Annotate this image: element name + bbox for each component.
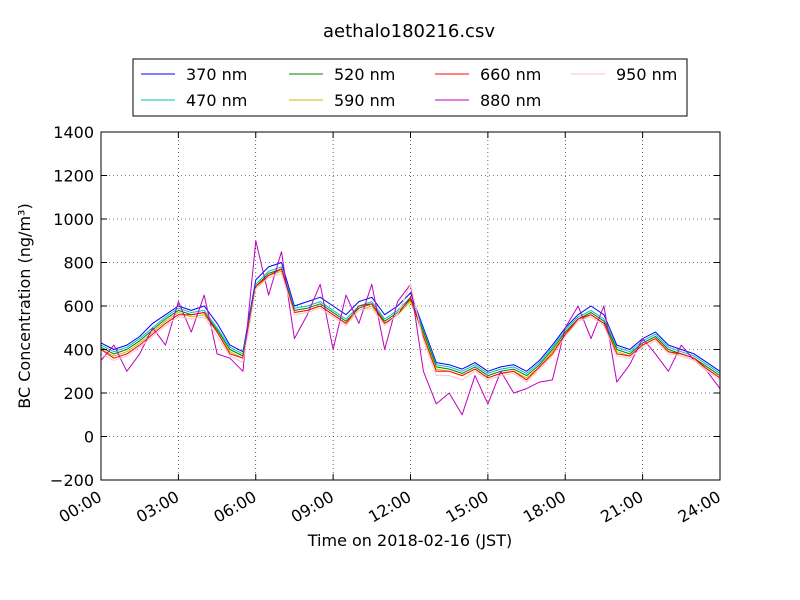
x-tick-label: 00:00 (56, 487, 105, 527)
legend-label: 370 nm (186, 65, 247, 84)
plot-area: −200 0 200 400 600 800 1000 1200 1400 00:00 03:00 0… (50, 123, 724, 527)
legend: 370 nm 470 nm 520 nm 590 nm 660 nm 880 nm 950 … (132, 58, 688, 117)
series-line-590-nm (101, 270, 720, 379)
y-tick-label: 200 (63, 384, 94, 403)
x-axis-label: Time on 2018-02-16 (JST) (307, 531, 512, 550)
legend-label: 880 nm (480, 91, 541, 110)
y-tick-label: 0 (84, 428, 94, 447)
series-line-370-nm (101, 262, 720, 372)
y-tick-label: 1400 (53, 123, 94, 142)
x-tick-label: 24:00 (675, 487, 724, 527)
legend-label: 520 nm (334, 65, 395, 84)
y-tick-label: 400 (63, 341, 94, 360)
x-tick-label: 21:00 (597, 487, 646, 527)
y-tick-label: 1200 (53, 167, 94, 186)
legend-label: 660 nm (480, 65, 541, 84)
y-tick-label: 1000 (53, 210, 94, 229)
x-tick-label: 03:00 (133, 487, 182, 527)
y-axis-label: BC Concentration (ng/m³) (15, 203, 34, 408)
chart-title: aethalo180216.csv (323, 21, 495, 42)
x-tick-label: 12:00 (365, 487, 414, 527)
legend-label: 590 nm (334, 91, 395, 110)
grid (101, 132, 720, 480)
x-tick-label: 18:00 (520, 487, 569, 527)
x-tick-label: 06:00 (210, 487, 259, 527)
x-tick-label: 15:00 (442, 487, 491, 527)
legend-box (132, 58, 688, 117)
legend-label: 470 nm (186, 91, 247, 110)
legend-label: 950 nm (616, 65, 677, 84)
y-tick-label: 600 (63, 297, 94, 316)
y-tick-label: 800 (63, 254, 94, 273)
y-tick-label: −200 (50, 471, 94, 490)
series-line-950-nm (101, 272, 720, 383)
series-line-660-nm (101, 268, 720, 381)
x-tick-label: 09:00 (288, 487, 337, 527)
series-lines (101, 240, 720, 416)
